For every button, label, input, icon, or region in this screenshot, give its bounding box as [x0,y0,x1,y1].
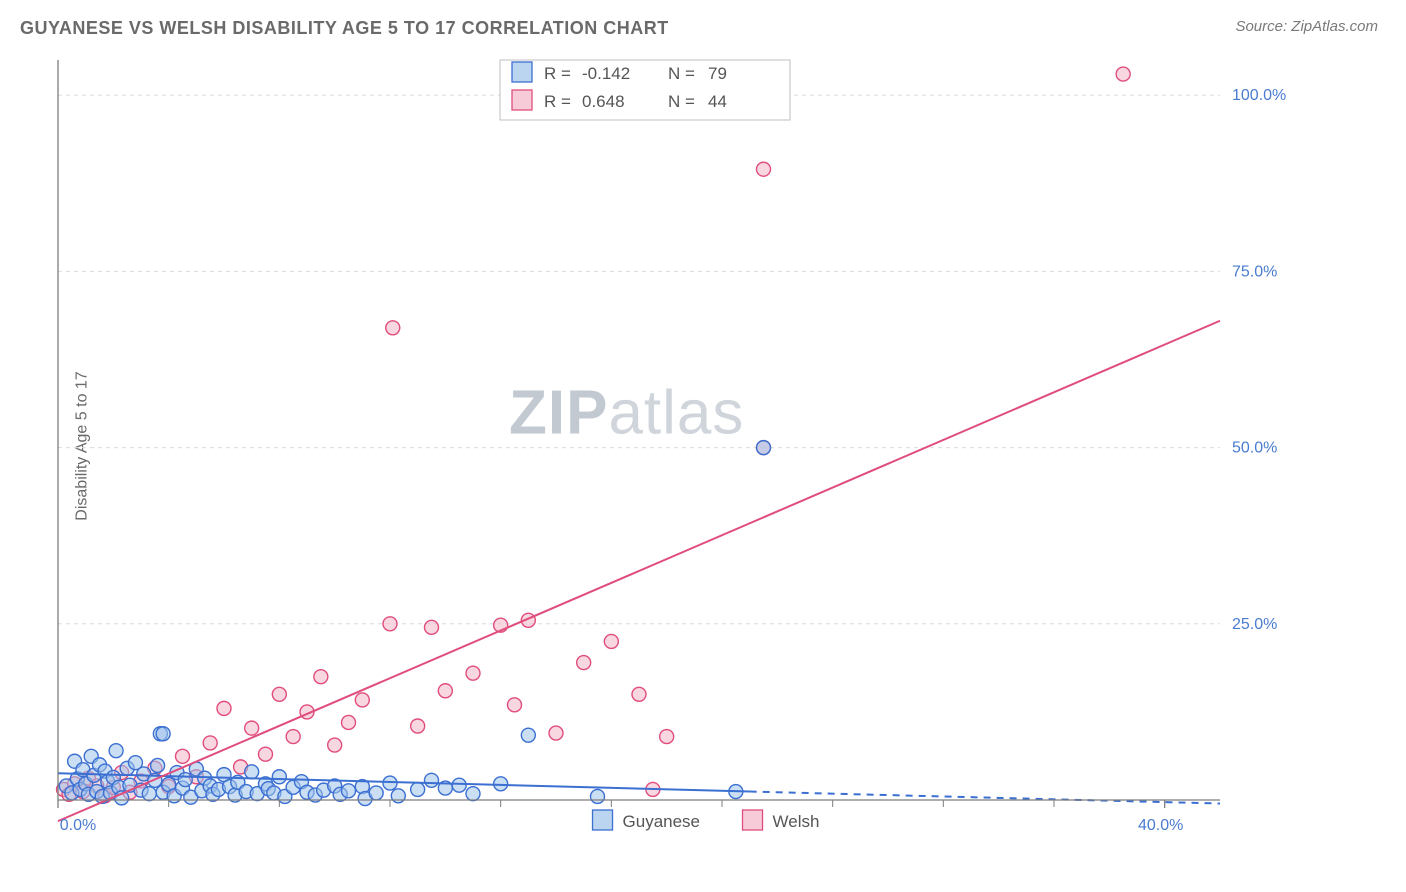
data-point [314,670,328,684]
data-point [369,786,383,800]
data-point [452,778,466,792]
scatter-plot: 25.0% 50.0% 75.0% 100.0% ZIPatlas 0.0% 40.0% R … [50,55,1300,845]
legend-r-value: 0.648 [582,92,625,111]
legend-swatch [743,810,763,830]
legend-r-value: -0.142 [582,64,630,83]
data-point [466,787,480,801]
data-point [328,738,342,752]
data-point [466,666,480,680]
y-tick-label: 100.0% [1232,87,1286,104]
data-point [245,765,259,779]
legend-swatch [593,810,613,830]
legend-swatch [512,90,532,110]
data-point [757,441,771,455]
watermark: ZIPatlas [509,379,744,448]
data-point [272,770,286,784]
legend-n-label: N = [668,64,695,83]
data-point [438,684,452,698]
data-point [425,773,439,787]
data-point [386,321,400,335]
chart-source: Source: ZipAtlas.com [1235,18,1378,35]
data-point [109,744,123,758]
legend-swatch [512,62,532,82]
data-point [286,730,300,744]
plot-svg: 25.0% 50.0% 75.0% 100.0% ZIPatlas 0.0% 40.0% R … [50,55,1300,845]
x-tick-label: 40.0% [1138,817,1183,834]
legend-label: Welsh [773,812,820,831]
data-point [355,693,369,707]
legend-r-label: R = [544,64,571,83]
legend-n-value: 44 [708,92,727,111]
data-point [1116,67,1130,81]
data-point [178,773,192,787]
data-point [591,789,605,803]
data-point [604,634,618,648]
legend-label: Guyanese [623,812,701,831]
legend-n-value: 79 [708,64,727,83]
data-point [577,656,591,670]
data-point [176,749,190,763]
data-point [508,698,522,712]
data-point [425,620,439,634]
legend-r-label: R = [544,92,571,111]
trend-line-dashed [750,792,1220,804]
data-point [521,728,535,742]
x-tick-label: 0.0% [60,817,96,834]
y-tick-label: 25.0% [1232,616,1277,633]
legend-n-label: N = [668,92,695,111]
data-point [245,721,259,735]
data-point [757,162,771,176]
data-point [342,715,356,729]
data-point [383,617,397,631]
data-point [494,777,508,791]
data-point [411,719,425,733]
data-point [142,787,156,801]
chart-title: GUYANESE VS WELSH DISABILITY AGE 5 TO 17… [20,18,669,39]
data-point [391,789,405,803]
data-point [411,782,425,796]
data-point [632,687,646,701]
data-point [217,701,231,715]
data-point [151,758,165,772]
y-tick-label: 50.0% [1232,440,1277,457]
y-tick-label: 75.0% [1232,263,1277,280]
data-point [203,736,217,750]
data-point [342,784,356,798]
data-point [660,730,674,744]
data-point [549,726,563,740]
data-point [272,687,286,701]
data-point [156,727,170,741]
data-point [259,747,273,761]
